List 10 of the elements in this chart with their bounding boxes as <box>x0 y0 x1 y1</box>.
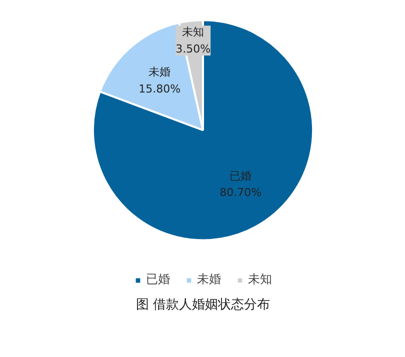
slice-label: 未知 <box>182 26 204 39</box>
data-label: 80.70% <box>220 186 262 200</box>
slice-label: 已婚 <box>230 169 252 182</box>
legend-label: 未婚 <box>197 271 221 288</box>
legend-label: 未知 <box>248 271 272 288</box>
data-label: 15.80% <box>138 82 181 96</box>
text: 图 借款人婚姻状态分布 <box>136 298 270 312</box>
data-label: 3.50% <box>176 42 211 56</box>
slice-label: 未婚 <box>148 65 171 78</box>
legend-label: 已婚 <box>146 271 170 288</box>
